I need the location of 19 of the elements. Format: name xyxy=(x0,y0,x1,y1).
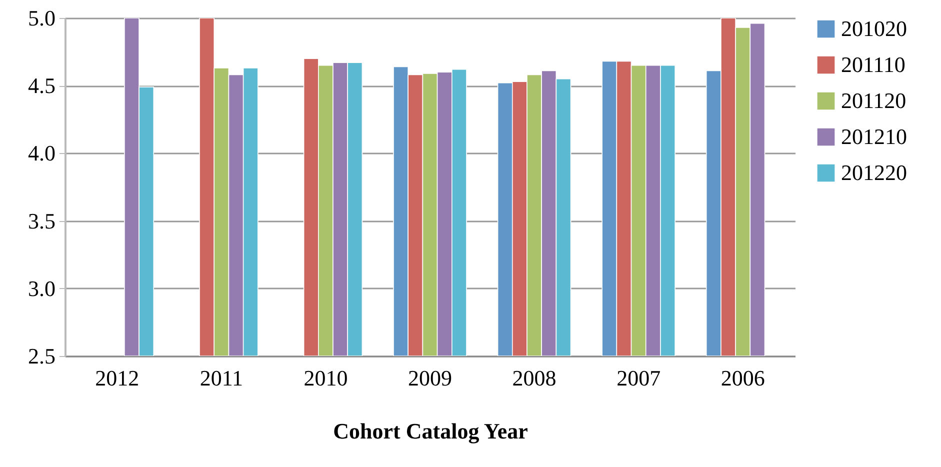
legend-label: 201220 xyxy=(841,160,907,185)
x-tick-label: 2012 xyxy=(95,366,140,390)
y-tick-label: 4.0 xyxy=(28,140,56,166)
x-tick-label: 2008 xyxy=(512,366,556,390)
y-tick-label: 2.5 xyxy=(28,344,56,368)
x-tick-label: 2011 xyxy=(200,366,244,390)
legend-label: 201020 xyxy=(841,16,907,41)
x-tick-label: 2007 xyxy=(616,366,661,390)
y-tick-label: 4.5 xyxy=(28,73,56,98)
legend-label: 201210 xyxy=(841,124,907,149)
x-tick-label: 2010 xyxy=(304,366,348,390)
y-tick-label: 3.0 xyxy=(28,276,56,301)
legend-label: 201120 xyxy=(841,88,906,113)
y-tick-label: 5.0 xyxy=(28,6,56,30)
x-tick-label: 2009 xyxy=(408,366,452,390)
x-tick-label: 2006 xyxy=(720,366,765,390)
y-tick-label: 3.5 xyxy=(28,208,56,234)
legend-label: 201110 xyxy=(841,52,906,77)
x-axis-title: Cohort Catalog Year xyxy=(333,418,528,444)
